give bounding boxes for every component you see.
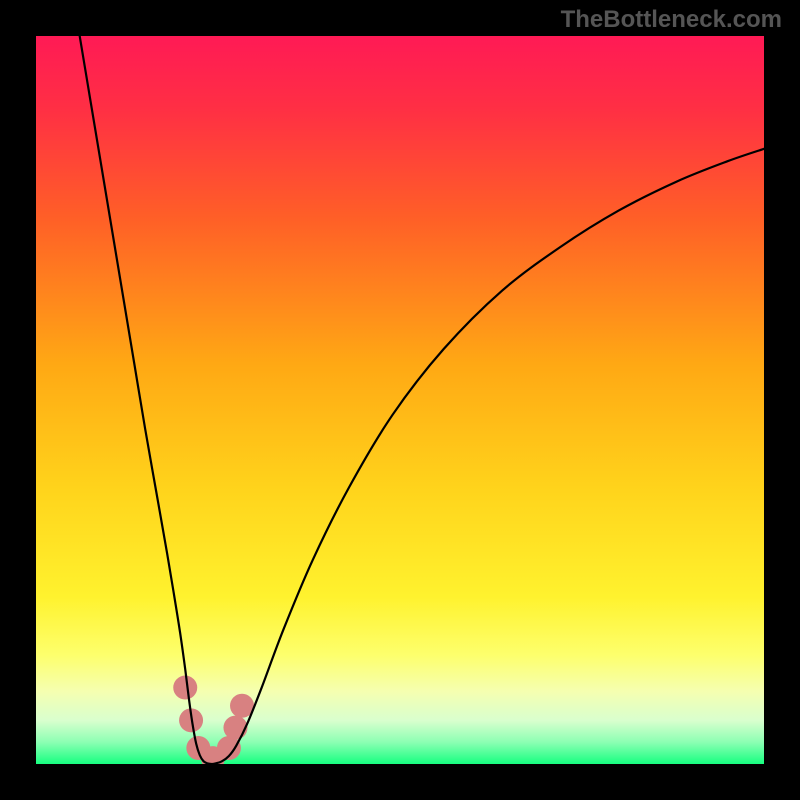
bottleneck-marker	[223, 716, 247, 740]
plot-svg	[36, 36, 764, 764]
bottleneck-marker	[173, 676, 197, 700]
chart-container: TheBottleneck.com	[0, 0, 800, 800]
plot-background	[36, 36, 764, 764]
watermark-label: TheBottleneck.com	[561, 6, 782, 34]
